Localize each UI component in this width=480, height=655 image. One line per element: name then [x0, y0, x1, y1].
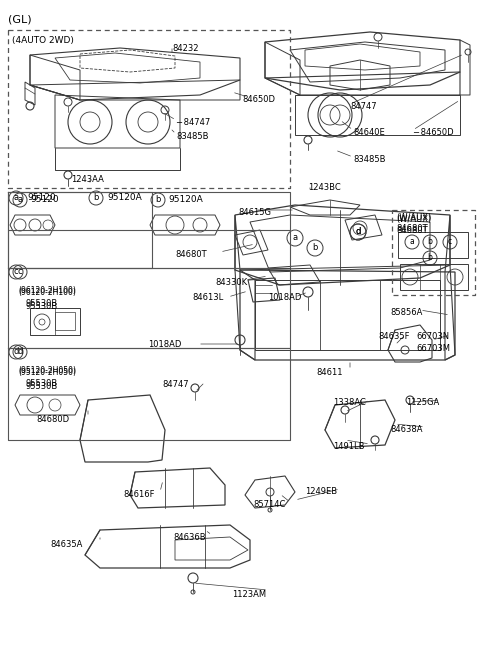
Text: d: d — [17, 348, 23, 356]
Text: 83485B: 83485B — [176, 132, 208, 141]
Text: 84680T: 84680T — [396, 224, 428, 233]
Text: 95530B: 95530B — [25, 382, 57, 391]
Text: 84680T: 84680T — [175, 250, 206, 259]
Text: 84650D: 84650D — [242, 95, 275, 104]
Text: 84611: 84611 — [316, 368, 343, 377]
Text: (W/AUX): (W/AUX) — [396, 215, 431, 224]
Text: 84636B: 84636B — [173, 533, 205, 542]
Text: 84616F: 84616F — [123, 490, 155, 499]
Text: (4AUTO 2WD): (4AUTO 2WD) — [12, 36, 74, 45]
Text: 95530B: 95530B — [25, 299, 57, 308]
Text: 95120: 95120 — [27, 193, 56, 202]
Text: b: b — [428, 253, 432, 263]
Text: 1338AC: 1338AC — [333, 398, 366, 407]
Text: 1125GA: 1125GA — [406, 398, 439, 407]
Text: 83485B: 83485B — [353, 155, 385, 164]
Text: c: c — [448, 238, 452, 246]
Text: a: a — [409, 238, 414, 246]
Text: 84747: 84747 — [350, 102, 377, 111]
Text: (GL): (GL) — [8, 14, 32, 24]
Text: (96120-2H100): (96120-2H100) — [18, 286, 76, 295]
Text: a: a — [17, 195, 23, 204]
Text: (95120-2H050): (95120-2H050) — [18, 368, 76, 377]
Text: 84330K: 84330K — [215, 278, 247, 287]
Text: b: b — [312, 244, 318, 252]
Text: 66703N: 66703N — [416, 332, 449, 341]
Text: 1243BC: 1243BC — [308, 183, 341, 192]
Text: b: b — [156, 195, 161, 204]
Text: (W/AUX): (W/AUX) — [396, 213, 431, 222]
Text: a: a — [13, 193, 19, 202]
Text: c: c — [18, 267, 22, 276]
Text: 1018AD: 1018AD — [268, 293, 301, 302]
Text: d: d — [355, 227, 360, 236]
Text: b: b — [428, 238, 432, 246]
Text: 85856A: 85856A — [390, 308, 422, 317]
Text: 95530B: 95530B — [25, 379, 57, 388]
Text: a: a — [292, 233, 298, 242]
Text: 84680D: 84680D — [36, 415, 69, 424]
Text: 95120: 95120 — [30, 195, 59, 204]
Text: d: d — [355, 227, 360, 236]
Text: (95120-2H050): (95120-2H050) — [18, 366, 76, 375]
Text: ─ 84650D: ─ 84650D — [413, 128, 454, 137]
Text: 84635A: 84635A — [50, 540, 83, 549]
Text: 95120A: 95120A — [168, 195, 203, 204]
Text: 1018AD: 1018AD — [148, 340, 181, 349]
Text: 85714C: 85714C — [253, 500, 286, 509]
Text: 84635F: 84635F — [378, 332, 409, 341]
Text: c: c — [14, 267, 18, 276]
Text: 1123AM: 1123AM — [232, 590, 266, 599]
Text: 84640E: 84640E — [353, 128, 385, 137]
Text: ─ 84747: ─ 84747 — [176, 118, 210, 127]
Text: 84613L: 84613L — [192, 293, 223, 302]
Text: 1249EB: 1249EB — [305, 487, 337, 496]
Text: 84232: 84232 — [172, 44, 199, 53]
Text: d: d — [13, 348, 19, 356]
Text: 95530B: 95530B — [25, 302, 57, 311]
Text: 66703M: 66703M — [416, 344, 450, 353]
Text: 1243AA: 1243AA — [72, 175, 105, 184]
Text: 1491LB: 1491LB — [333, 442, 364, 451]
Text: 84638A: 84638A — [390, 425, 422, 434]
Text: 84680T: 84680T — [396, 226, 428, 235]
Text: 95120A: 95120A — [107, 193, 142, 202]
Text: b: b — [93, 193, 99, 202]
Text: 84615G: 84615G — [238, 208, 271, 217]
Text: 84747: 84747 — [162, 380, 189, 389]
Text: (96120-2H100): (96120-2H100) — [18, 288, 76, 297]
